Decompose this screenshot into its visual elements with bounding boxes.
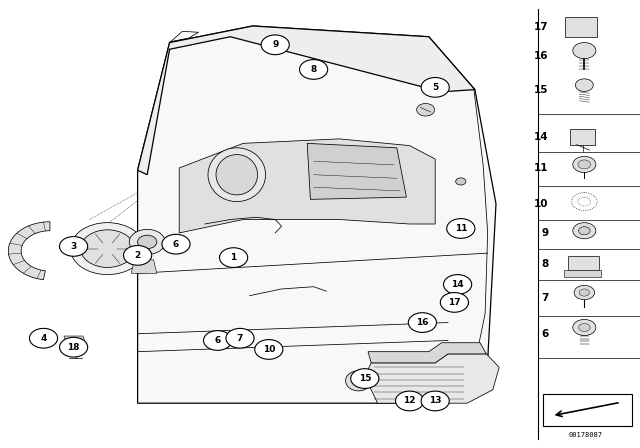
Text: 14: 14	[534, 132, 548, 142]
Text: 7: 7	[237, 334, 243, 343]
Circle shape	[408, 313, 436, 332]
Bar	[570, 129, 595, 145]
Text: 16: 16	[416, 318, 429, 327]
Polygon shape	[8, 222, 50, 280]
Text: 4: 4	[40, 334, 47, 343]
Circle shape	[255, 340, 283, 359]
Circle shape	[138, 235, 157, 249]
Circle shape	[447, 219, 475, 238]
Bar	[564, 270, 601, 277]
Bar	[543, 394, 632, 426]
Circle shape	[573, 319, 596, 336]
Circle shape	[60, 237, 88, 256]
Text: 16: 16	[534, 51, 548, 61]
Circle shape	[204, 331, 232, 350]
Text: 11: 11	[534, 163, 548, 173]
Circle shape	[440, 293, 468, 312]
Circle shape	[421, 391, 449, 411]
Circle shape	[300, 60, 328, 79]
Circle shape	[579, 227, 590, 235]
Bar	[565, 17, 597, 37]
Ellipse shape	[346, 371, 371, 391]
Circle shape	[70, 223, 145, 275]
Circle shape	[396, 391, 424, 411]
Circle shape	[573, 223, 596, 239]
Text: 10: 10	[534, 199, 548, 209]
Polygon shape	[131, 260, 157, 273]
Text: 6: 6	[541, 329, 548, 339]
Circle shape	[579, 323, 590, 332]
Ellipse shape	[208, 148, 266, 202]
Text: 6: 6	[214, 336, 221, 345]
Circle shape	[261, 35, 289, 55]
Text: 7: 7	[541, 293, 548, 303]
Circle shape	[29, 328, 58, 348]
Circle shape	[578, 160, 591, 169]
Text: 8: 8	[310, 65, 317, 74]
Text: 13: 13	[429, 396, 442, 405]
Circle shape	[124, 246, 152, 265]
Text: 2: 2	[134, 251, 141, 260]
Text: 10: 10	[262, 345, 275, 354]
Text: 12: 12	[403, 396, 416, 405]
Circle shape	[417, 103, 435, 116]
Text: 18: 18	[67, 343, 80, 352]
Circle shape	[574, 285, 595, 300]
Circle shape	[575, 79, 593, 91]
Circle shape	[573, 43, 596, 59]
Text: 00178087: 00178087	[568, 432, 603, 439]
Polygon shape	[179, 139, 435, 233]
Polygon shape	[365, 354, 499, 403]
Circle shape	[444, 275, 472, 294]
Text: 15: 15	[534, 85, 548, 95]
Text: 17: 17	[534, 22, 548, 32]
Circle shape	[456, 178, 466, 185]
Text: 3: 3	[70, 242, 77, 251]
Polygon shape	[307, 143, 406, 199]
Polygon shape	[64, 336, 86, 347]
Text: 1: 1	[230, 253, 237, 262]
Circle shape	[579, 289, 589, 296]
Text: 6: 6	[173, 240, 179, 249]
Circle shape	[351, 369, 379, 388]
Text: 5: 5	[432, 83, 438, 92]
Text: 9: 9	[272, 40, 278, 49]
Polygon shape	[368, 343, 486, 363]
Text: 11: 11	[454, 224, 467, 233]
Circle shape	[129, 229, 165, 254]
Circle shape	[220, 248, 248, 267]
Polygon shape	[138, 26, 496, 403]
Ellipse shape	[216, 155, 258, 195]
Circle shape	[421, 78, 449, 97]
Text: 15: 15	[358, 374, 371, 383]
Circle shape	[81, 230, 134, 267]
Circle shape	[226, 328, 254, 348]
Text: 14: 14	[451, 280, 464, 289]
Bar	[568, 256, 599, 270]
Circle shape	[573, 156, 596, 172]
Circle shape	[60, 337, 88, 357]
Text: 9: 9	[541, 228, 548, 238]
Circle shape	[162, 234, 190, 254]
Text: 17: 17	[448, 298, 461, 307]
Polygon shape	[138, 26, 475, 175]
Text: 8: 8	[541, 259, 548, 269]
